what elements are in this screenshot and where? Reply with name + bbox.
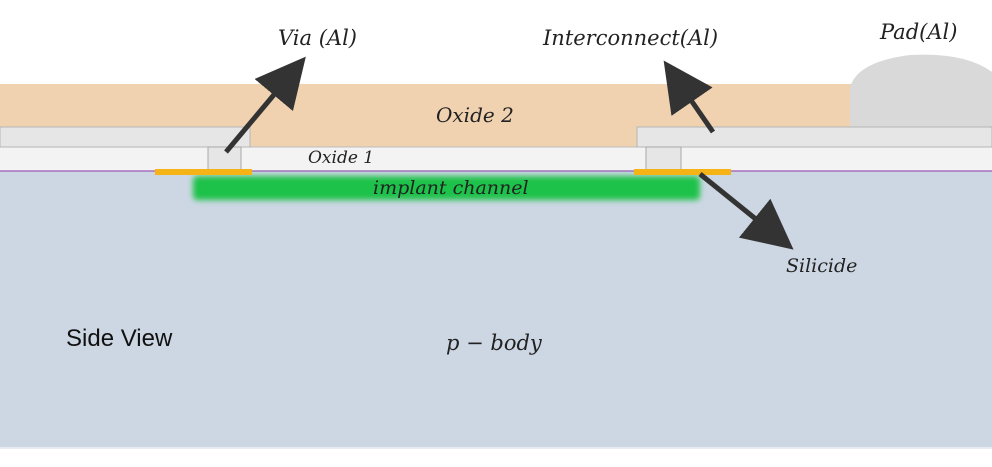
implant-channel xyxy=(193,176,700,200)
oxide-2-label: Oxide 2 xyxy=(436,103,514,127)
interconnect-arrow-icon xyxy=(663,60,716,134)
right-via xyxy=(645,146,682,172)
silicide-arrow-icon xyxy=(698,172,794,250)
p-body-region xyxy=(0,171,992,448)
via-arrow-icon xyxy=(224,56,306,154)
silicide-label: Silicide xyxy=(786,255,858,277)
implant-channel-label: implant channel xyxy=(373,177,529,199)
right-metal-line xyxy=(636,126,992,148)
oxide-1-layer xyxy=(0,147,992,171)
right-silicide xyxy=(634,169,731,175)
left-silicide xyxy=(155,169,252,175)
oxide-1-label: Oxide 1 xyxy=(308,148,375,168)
side-view-label: Side View xyxy=(66,325,173,352)
left-metal-line xyxy=(0,126,251,148)
via-label: Via (Al) xyxy=(278,26,357,50)
pad-label: Pad(Al) xyxy=(880,20,958,44)
interconnect-label: Interconnect(Al) xyxy=(543,26,719,50)
pad-al xyxy=(850,54,992,128)
p-body-label: p − body xyxy=(446,331,542,355)
